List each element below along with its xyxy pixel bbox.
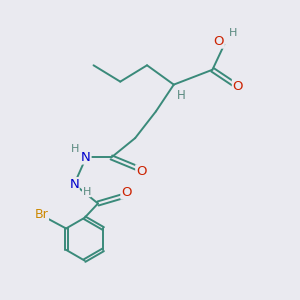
Text: N: N (81, 151, 91, 164)
Text: O: O (136, 165, 146, 178)
Text: O: O (214, 35, 224, 48)
Text: H: H (82, 187, 91, 196)
Text: H: H (177, 89, 186, 102)
Text: Br: Br (34, 208, 48, 221)
Text: O: O (232, 80, 243, 93)
Text: H: H (70, 144, 79, 154)
Text: N: N (69, 178, 79, 191)
Text: O: O (121, 186, 131, 199)
Text: H: H (228, 28, 237, 38)
